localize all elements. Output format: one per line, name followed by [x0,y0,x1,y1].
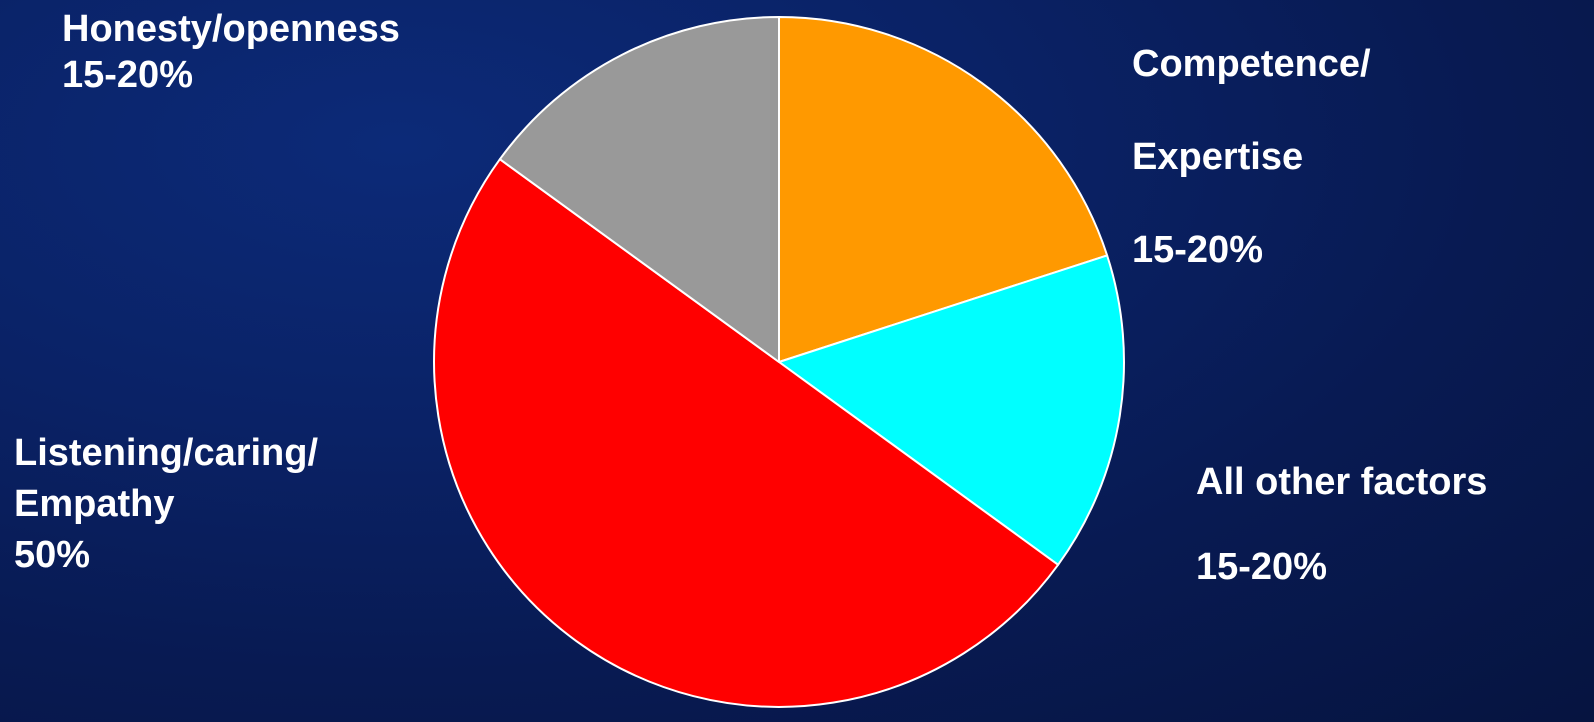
slice-label-line: Honesty/openness [62,8,400,50]
label-listening-caring-empathy: Listening/caring/ Empathy 50% [14,428,318,581]
label-all-other-factors: All other factors 15-20% [1196,440,1487,610]
slice-label-line: Listening/caring/ [14,432,319,474]
slice-label-line: All other factors [1196,461,1488,503]
slice-value-label: 15-20% [62,54,193,96]
slice-label-line: Expertise [1132,136,1304,178]
pie-slices [433,16,1125,708]
pie-slice-3 [498,16,780,363]
pie-slice-0 [778,16,1109,363]
pie-slice-2 [433,158,1060,708]
slice-label-line: Competence/ [1132,43,1371,85]
label-honesty-openness: Honesty/openness 15-20% [62,6,400,98]
slice-value-label: 15-20% [1132,229,1263,271]
pie-slice-1 [778,254,1125,566]
label-competence-expertise: Competence/ Expertise 15-20% [1132,18,1371,297]
slice-label-line: Empathy [14,483,175,525]
slice-value-label: 50% [14,534,91,576]
slice-value-label: 15-20% [1196,546,1327,588]
